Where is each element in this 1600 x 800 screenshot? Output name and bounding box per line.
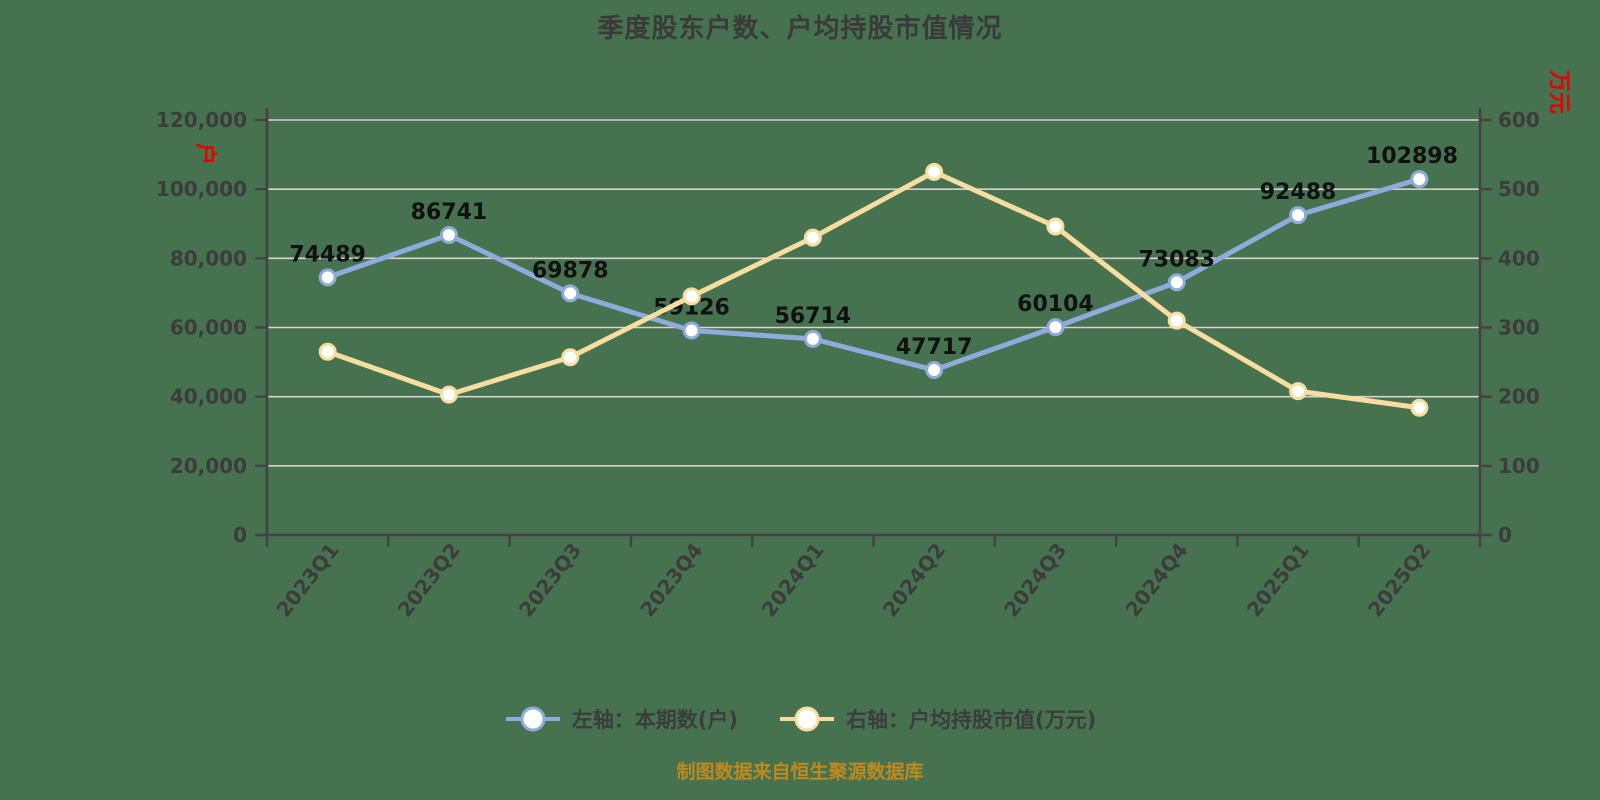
holders-series-line bbox=[325, 176, 1422, 373]
holders-data-point[interactable] bbox=[682, 321, 701, 340]
series-value-label: 102898 bbox=[1366, 144, 1458, 169]
right-axis-tick-label: 400 bbox=[1498, 246, 1540, 270]
series-value-label: 47717 bbox=[896, 335, 973, 360]
left-axis-tick-label: 40,000 bbox=[170, 385, 247, 409]
series-value-label: 86741 bbox=[411, 200, 488, 225]
market-value-data-point[interactable] bbox=[1167, 311, 1186, 330]
x-axis-category-label: 2025Q1 bbox=[1242, 538, 1314, 621]
right-axis-tick-label: 0 bbox=[1498, 523, 1512, 547]
market-value-data-point[interactable] bbox=[561, 348, 580, 367]
right-axis-tick-label: 500 bbox=[1498, 177, 1540, 201]
x-axis-category-label: 2024Q1 bbox=[757, 538, 829, 621]
legend-label-market-value: 右轴：户均持股市值(万元) bbox=[846, 708, 1097, 732]
series-value-label: 56714 bbox=[775, 304, 852, 329]
market-value-data-point[interactable] bbox=[1046, 217, 1065, 236]
series-value-label: 92488 bbox=[1260, 180, 1337, 205]
left-axis-tick-label: 100,000 bbox=[156, 177, 247, 201]
right-axis-tick-label: 200 bbox=[1498, 385, 1540, 409]
series-value-label: 60104 bbox=[1017, 292, 1094, 317]
holders-data-point[interactable] bbox=[803, 329, 822, 348]
x-axis-category-label: 2024Q3 bbox=[999, 538, 1071, 621]
legend-item-holders[interactable]: 左轴：本期数(户) bbox=[504, 704, 738, 734]
series-value-label: 74489 bbox=[289, 242, 366, 267]
left-axis-tick-label: 20,000 bbox=[170, 454, 247, 478]
x-axis-category-label: 2023Q1 bbox=[271, 538, 343, 621]
right-axis-tick-label: 300 bbox=[1498, 316, 1540, 340]
holders-data-point[interactable] bbox=[561, 284, 580, 303]
market-value-data-point[interactable] bbox=[1289, 382, 1308, 401]
left-axis-tick-label: 80,000 bbox=[170, 246, 247, 270]
holders-data-point[interactable] bbox=[439, 226, 458, 245]
series-value-label: 69878 bbox=[532, 258, 609, 283]
holders-data-point[interactable] bbox=[925, 360, 944, 379]
holders-data-point[interactable] bbox=[1289, 206, 1308, 225]
holders-data-point[interactable] bbox=[318, 268, 337, 287]
market-value-series-line bbox=[325, 169, 1422, 411]
holders-data-point[interactable] bbox=[1046, 318, 1065, 337]
market-value-data-point[interactable] bbox=[439, 385, 458, 404]
x-axis-category-label: 2023Q2 bbox=[393, 538, 465, 621]
x-axis-category-label: 2024Q4 bbox=[1120, 538, 1192, 621]
line-circle-marker-icon bbox=[780, 706, 834, 732]
left-axis-tick-label: 0 bbox=[233, 523, 247, 547]
market-value-data-point[interactable] bbox=[803, 228, 822, 247]
right-axis-tick-label: 100 bbox=[1498, 454, 1540, 478]
legend-item-market-value[interactable]: 右轴：户均持股市值(万元) bbox=[778, 704, 1096, 734]
legend-label-holders: 左轴：本期数(户) bbox=[571, 708, 738, 732]
market-value-data-point[interactable] bbox=[1410, 398, 1429, 417]
x-axis-category-label: 2023Q3 bbox=[514, 538, 586, 621]
left-axis-tick-label: 60,000 bbox=[170, 316, 247, 340]
market-value-data-point[interactable] bbox=[318, 342, 337, 361]
market-value-data-point[interactable] bbox=[682, 287, 701, 306]
holders-data-point[interactable] bbox=[1167, 273, 1186, 292]
x-axis-category-label: 2023Q4 bbox=[635, 538, 707, 621]
right-axis-tick-label: 600 bbox=[1498, 108, 1540, 132]
market-value-data-point[interactable] bbox=[925, 162, 944, 181]
holders-data-point[interactable] bbox=[1410, 170, 1429, 189]
chart-title: 季度股东户数、户均持股市值情况 bbox=[597, 14, 1003, 44]
x-axis-category-label: 2025Q2 bbox=[1363, 538, 1435, 621]
left-axis-tick-label: 120,000 bbox=[156, 108, 247, 132]
line-circle-marker-icon bbox=[505, 706, 560, 732]
series-value-label: 73083 bbox=[1138, 247, 1215, 272]
data-source-note: 制图数据来自恒生聚源数据库 bbox=[676, 761, 924, 783]
chart-legend: 左轴：本期数(户) 右轴：户均持股市值(万元) bbox=[0, 704, 1600, 734]
x-axis-category-label: 2024Q2 bbox=[878, 538, 950, 621]
